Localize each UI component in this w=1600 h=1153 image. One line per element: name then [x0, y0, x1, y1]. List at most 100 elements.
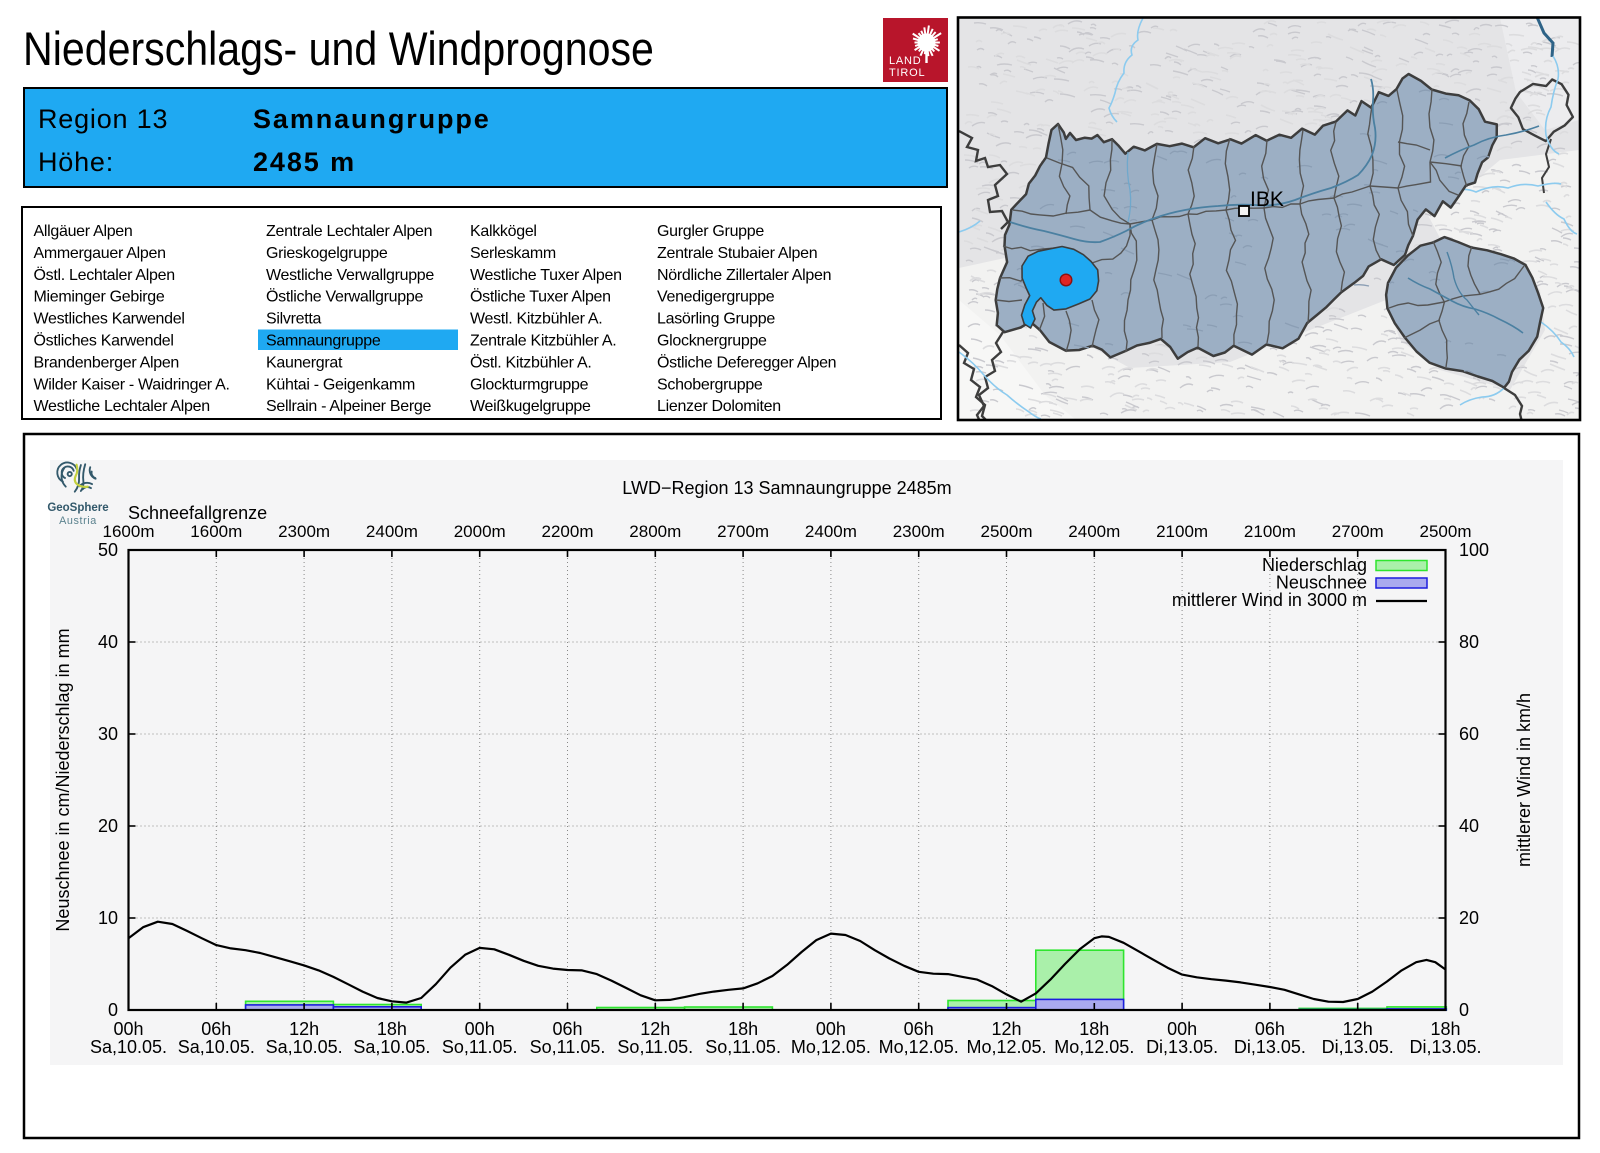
svg-text:So,11.05.: So,11.05.	[530, 1037, 606, 1057]
svg-text:2700m: 2700m	[1332, 522, 1384, 541]
svg-text:12h: 12h	[1343, 1019, 1373, 1039]
svg-text:2000m: 2000m	[454, 522, 506, 541]
svg-text:Allgäuer Alpen: Allgäuer Alpen	[34, 223, 133, 240]
svg-text:Sa,10.05.: Sa,10.05.	[353, 1037, 430, 1057]
svg-text:Östl. Kitzbühler A.: Östl. Kitzbühler A.	[470, 353, 591, 371]
svg-text:2400m: 2400m	[366, 522, 418, 541]
svg-text:Niederschlags- und Windprognos: Niederschlags- und Windprognose	[23, 23, 654, 75]
svg-text:Sa,10.05.: Sa,10.05.	[266, 1037, 343, 1057]
svg-text:Lienzer Dolomiten: Lienzer Dolomiten	[657, 398, 781, 415]
svg-text:Zentrale Kitzbühler A.: Zentrale Kitzbühler A.	[470, 333, 616, 350]
svg-text:mittlerer Wind in 3000 m: mittlerer Wind in 3000 m	[1172, 590, 1367, 610]
svg-text:2300m: 2300m	[278, 522, 330, 541]
svg-text:Sa,10.05.: Sa,10.05.	[90, 1037, 167, 1057]
svg-text:60: 60	[1459, 724, 1479, 744]
svg-text:Mo,12.05.: Mo,12.05.	[1054, 1037, 1134, 1057]
svg-text:TIROL: TIROL	[889, 67, 925, 79]
svg-text:40: 40	[1459, 816, 1479, 836]
svg-text:2800m: 2800m	[629, 522, 681, 541]
svg-text:LWD−Region 13 Samnaungruppe 24: LWD−Region 13 Samnaungruppe 2485m	[622, 478, 951, 498]
svg-text:2100m: 2100m	[1156, 522, 1208, 541]
svg-text:18h: 18h	[1079, 1019, 1109, 1039]
svg-text:Grieskogelgruppe: Grieskogelgruppe	[266, 245, 388, 262]
svg-text:Westliche Tuxer Alpen: Westliche Tuxer Alpen	[470, 267, 622, 284]
svg-text:40: 40	[98, 632, 118, 652]
svg-text:12h: 12h	[289, 1019, 319, 1039]
svg-text:06h: 06h	[201, 1019, 231, 1039]
svg-text:Lasörling Gruppe: Lasörling Gruppe	[657, 311, 775, 328]
svg-text:18h: 18h	[377, 1019, 407, 1039]
svg-text:Silvretta: Silvretta	[266, 311, 321, 328]
svg-text:2400m: 2400m	[1068, 522, 1120, 541]
svg-text:10: 10	[98, 908, 118, 928]
svg-text:2500m: 2500m	[1420, 522, 1472, 541]
svg-text:Neuschnee: Neuschnee	[1276, 573, 1367, 593]
svg-text:00h: 00h	[113, 1019, 143, 1039]
svg-text:Venedigergruppe: Venedigergruppe	[657, 289, 775, 306]
svg-text:Wilder Kaiser - Waidringer A.: Wilder Kaiser - Waidringer A.	[34, 376, 230, 393]
svg-text:Östl. Lechtaler Alpen: Östl. Lechtaler Alpen	[34, 266, 175, 284]
svg-text:Nördliche Zillertaler Alpen: Nördliche Zillertaler Alpen	[657, 267, 831, 284]
svg-text:Mo,12.05.: Mo,12.05.	[879, 1037, 959, 1057]
svg-text:Westliche Verwallgruppe: Westliche Verwallgruppe	[266, 267, 434, 284]
svg-text:Gurgler Gruppe: Gurgler Gruppe	[657, 223, 764, 240]
svg-text:Schobergruppe: Schobergruppe	[657, 376, 763, 393]
svg-text:Di,13.05.: Di,13.05.	[1234, 1037, 1306, 1057]
svg-text:Niederschlag: Niederschlag	[1262, 555, 1367, 575]
svg-text:Höhe:: Höhe:	[38, 147, 114, 177]
svg-text:0: 0	[108, 1000, 118, 1020]
svg-text:Östliche Verwallgruppe: Östliche Verwallgruppe	[266, 288, 423, 306]
svg-text:GeoSphere: GeoSphere	[47, 502, 108, 514]
svg-text:Austria: Austria	[59, 515, 97, 527]
svg-text:2400m: 2400m	[805, 522, 857, 541]
svg-text:2500m: 2500m	[981, 522, 1033, 541]
svg-text:Mo,12.05.: Mo,12.05.	[966, 1037, 1046, 1057]
svg-text:Westl. Kitzbühler A.: Westl. Kitzbühler A.	[470, 311, 602, 328]
svg-text:Östliche Tuxer Alpen: Östliche Tuxer Alpen	[470, 288, 611, 306]
svg-text:18h: 18h	[728, 1019, 758, 1039]
svg-text:Mo,12.05.: Mo,12.05.	[791, 1037, 871, 1057]
svg-text:Kaunergrat: Kaunergrat	[266, 354, 343, 371]
svg-text:2100m: 2100m	[1244, 522, 1296, 541]
svg-text:Östliches Karwendel: Östliches Karwendel	[34, 332, 174, 350]
svg-text:Sa,10.05.: Sa,10.05.	[178, 1037, 255, 1057]
svg-text:Di,13.05.: Di,13.05.	[1322, 1037, 1394, 1057]
svg-text:LAND: LAND	[889, 55, 922, 67]
svg-text:Samnaungruppe: Samnaungruppe	[266, 333, 381, 350]
svg-text:Serleskamm: Serleskamm	[470, 245, 556, 262]
svg-text:Westliche Lechtaler Alpen: Westliche Lechtaler Alpen	[34, 398, 210, 415]
svg-text:06h: 06h	[904, 1019, 934, 1039]
svg-text:Zentrale Stubaier Alpen: Zentrale Stubaier Alpen	[657, 245, 817, 262]
svg-text:1600m: 1600m	[103, 522, 155, 541]
svg-text:So,11.05.: So,11.05.	[705, 1037, 781, 1057]
svg-text:100: 100	[1459, 540, 1489, 560]
svg-text:20: 20	[1459, 908, 1479, 928]
svg-text:Glockturmgruppe: Glockturmgruppe	[470, 376, 589, 393]
svg-text:Westliches Karwendel: Westliches Karwendel	[34, 311, 185, 328]
svg-text:Schneefallgrenze: Schneefallgrenze	[128, 503, 267, 523]
svg-text:Region 13: Region 13	[38, 104, 168, 134]
svg-text:Di,13.05.: Di,13.05.	[1146, 1037, 1218, 1057]
svg-text:2700m: 2700m	[717, 522, 769, 541]
svg-text:Zentrale Lechtaler Alpen: Zentrale Lechtaler Alpen	[266, 223, 432, 240]
svg-text:2485 m: 2485 m	[253, 147, 356, 177]
svg-text:06h: 06h	[1255, 1019, 1285, 1039]
svg-text:0: 0	[1459, 1000, 1469, 1020]
svg-text:Östliche Deferegger Alpen: Östliche Deferegger Alpen	[657, 353, 836, 371]
svg-text:Neuschnee in cm/Niederschlag i: Neuschnee in cm/Niederschlag in mm	[53, 628, 73, 931]
svg-text:Glocknergruppe: Glocknergruppe	[657, 333, 767, 350]
svg-text:mittlerer Wind in km/h: mittlerer Wind in km/h	[1514, 693, 1534, 867]
svg-text:00h: 00h	[1167, 1019, 1197, 1039]
svg-text:Di,13.05.: Di,13.05.	[1409, 1037, 1481, 1057]
svg-text:Samnaungruppe: Samnaungruppe	[253, 104, 491, 134]
svg-text:80: 80	[1459, 632, 1479, 652]
svg-text:Ammergauer Alpen: Ammergauer Alpen	[34, 245, 166, 262]
svg-text:1600m: 1600m	[190, 522, 242, 541]
svg-text:So,11.05.: So,11.05.	[617, 1037, 693, 1057]
svg-text:IBK: IBK	[1250, 188, 1284, 211]
svg-text:Sellrain - Alpeiner Berge: Sellrain - Alpeiner Berge	[266, 398, 431, 415]
svg-text:20: 20	[98, 816, 118, 836]
svg-text:00h: 00h	[816, 1019, 846, 1039]
svg-text:30: 30	[98, 724, 118, 744]
svg-text:12h: 12h	[991, 1019, 1021, 1039]
